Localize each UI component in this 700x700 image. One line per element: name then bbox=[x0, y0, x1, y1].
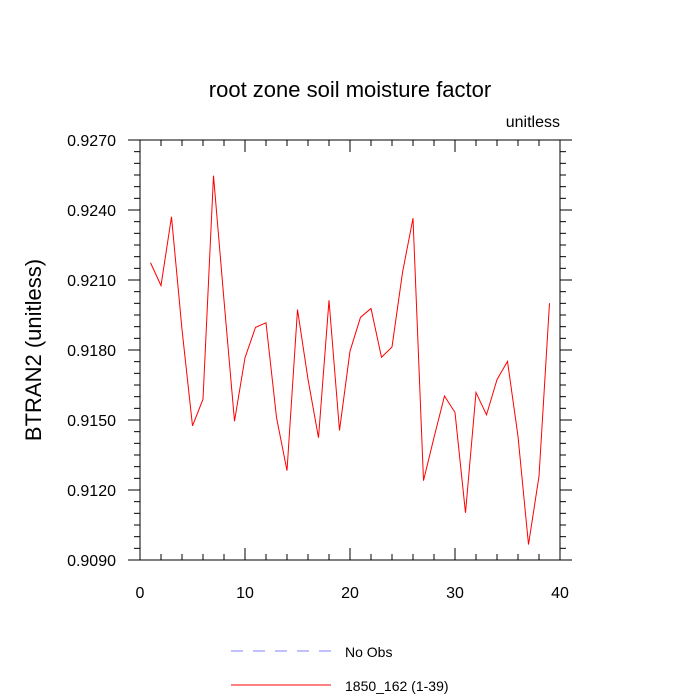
x-tick-label: 0 bbox=[136, 585, 145, 602]
axis-ticks bbox=[128, 139, 572, 561]
x-tick-label: 20 bbox=[341, 585, 359, 602]
y-tick-label: 0.9090 bbox=[67, 553, 116, 570]
series-layer bbox=[150, 175, 550, 545]
x-tick-label: 40 bbox=[551, 585, 569, 602]
legend-label-no-obs: No Obs bbox=[345, 644, 392, 660]
x-tick-label: 30 bbox=[446, 585, 464, 602]
x-tick-label: 10 bbox=[236, 585, 254, 602]
y-tick-label: 0.9210 bbox=[67, 273, 116, 290]
y-axis-label: BTRAN2 (unitless) bbox=[21, 259, 46, 441]
series-line-1 bbox=[150, 175, 550, 545]
y-tick-label: 0.9180 bbox=[67, 343, 116, 360]
chart-title: root zone soil moisture factor bbox=[209, 77, 491, 102]
y-tick-label: 0.9240 bbox=[67, 203, 116, 220]
tick-labels: 0 10 20 30 40 0.9090 0.9120 0.9150 0.9180 0.9210 0… bbox=[67, 133, 569, 602]
legend: No Obs 1850_162 (1-39) bbox=[231, 644, 449, 694]
y-tick-label: 0.9270 bbox=[67, 133, 116, 150]
units-label: unitless bbox=[506, 114, 560, 131]
y-tick-label: 0.9150 bbox=[67, 413, 116, 430]
y-tick-label: 0.9120 bbox=[67, 483, 116, 500]
legend-label-1850-162: 1850_162 (1-39) bbox=[345, 678, 449, 694]
